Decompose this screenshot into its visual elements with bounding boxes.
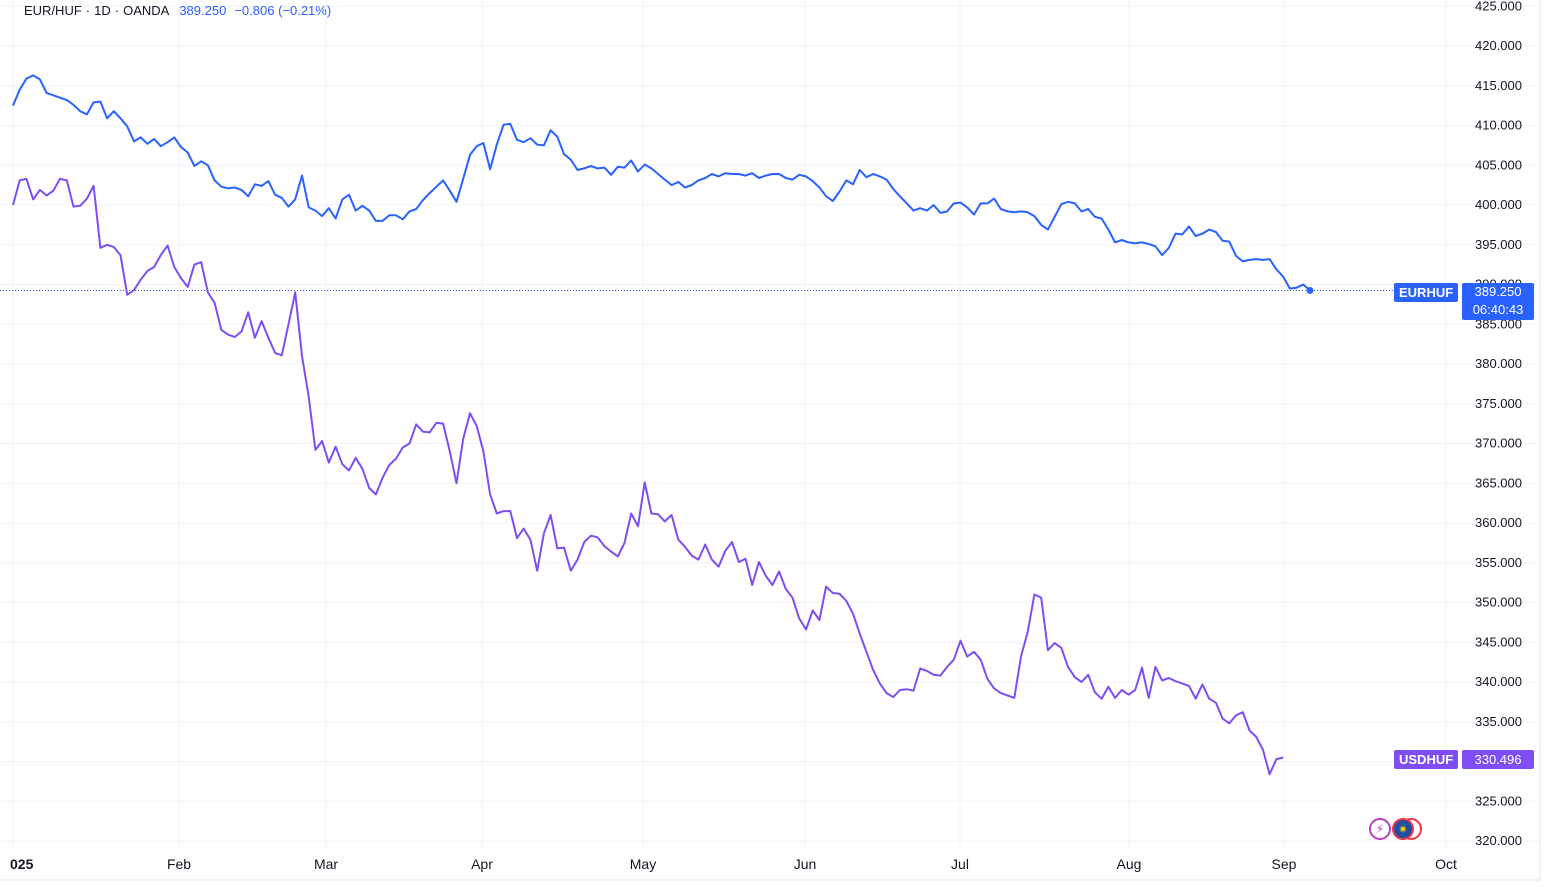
eurhuf-price: 389.250 — [1474, 284, 1522, 299]
eu-flag-icon[interactable]: ✷ — [1392, 818, 1414, 840]
y-tick-label: 355.000 — [1475, 555, 1522, 570]
y-tick-label: 380.000 — [1475, 356, 1522, 371]
legend-symbol[interactable]: EUR/HUF — [24, 3, 82, 18]
y-tick-label: 325.000 — [1475, 793, 1522, 808]
chart-grid — [0, 0, 1540, 850]
usdhuf-line — [12, 177, 1284, 776]
x-tick-label: Apr — [471, 856, 493, 872]
y-tick-label: 405.000 — [1475, 157, 1522, 172]
legend-separator: · — [85, 3, 91, 18]
y-tick-label: 375.000 — [1475, 396, 1522, 411]
usdhuf-price-box[interactable]: 330.496 — [1462, 750, 1534, 769]
y-tick-label: 420.000 — [1475, 38, 1522, 53]
y-tick-label: 350.000 — [1475, 595, 1522, 610]
usdhuf-price: 330.496 — [1474, 752, 1522, 767]
eurhuf-price-box[interactable]: 389.250 06:40:43 — [1462, 283, 1534, 320]
x-tick-label: Mar — [314, 856, 338, 872]
legend-separator: · — [114, 3, 120, 18]
lightning-icon[interactable]: ⚡ — [1369, 818, 1391, 840]
y-tick-label: 345.000 — [1475, 634, 1522, 649]
y-tick-label: 340.000 — [1475, 674, 1522, 689]
legend-price: 389.250 — [179, 3, 227, 18]
x-tick-label: Oct — [1435, 856, 1457, 872]
eurhuf-line — [12, 74, 1311, 292]
y-tick-label: 385.000 — [1475, 316, 1522, 331]
y-tick-label: 370.000 — [1475, 436, 1522, 451]
y-tick-label: 365.000 — [1475, 475, 1522, 490]
chart-legend[interactable]: EUR/HUF · 1D · OANDA 389.250 −0.806 (−0.… — [24, 3, 331, 18]
x-tick-label: Aug — [1117, 856, 1142, 872]
y-tick-label: 410.000 — [1475, 118, 1522, 133]
usdhuf-label-tag[interactable]: USDHUF — [1394, 750, 1459, 769]
price-scale[interactable]: 425.000 420.000 415.000 410.000 405.000 400.0… — [1475, 0, 1522, 848]
x-tick-label: Jul — [951, 856, 969, 872]
x-tick-label: Sep — [1272, 856, 1297, 872]
y-tick-label: 360.000 — [1475, 515, 1522, 530]
y-tick-label: 395.000 — [1475, 237, 1522, 252]
eurhuf-last-point — [1306, 286, 1314, 294]
legend-change: −0.806 (−0.21%) — [234, 3, 332, 18]
x-tick-label: Jun — [794, 856, 817, 872]
y-tick-label: 400.000 — [1475, 197, 1522, 212]
y-tick-label: 320.000 — [1475, 833, 1522, 848]
x-tick-label: May — [630, 856, 656, 872]
x-tick-label: Feb — [167, 856, 191, 872]
x-tick-label: 025 — [10, 856, 34, 872]
legend-source: OANDA — [123, 3, 170, 18]
time-scale[interactable]: 025 Feb Mar Apr May Jun Jul Aug Sep Oct — [10, 856, 1457, 872]
y-tick-label: 425.000 — [1475, 0, 1522, 13]
eurhuf-label-tag[interactable]: EURHUF — [1394, 283, 1459, 302]
y-tick-label: 415.000 — [1475, 78, 1522, 93]
eurhuf-countdown: 06:40:43 — [1472, 302, 1524, 317]
y-tick-label: 335.000 — [1475, 714, 1522, 729]
legend-interval: 1D — [94, 3, 111, 18]
